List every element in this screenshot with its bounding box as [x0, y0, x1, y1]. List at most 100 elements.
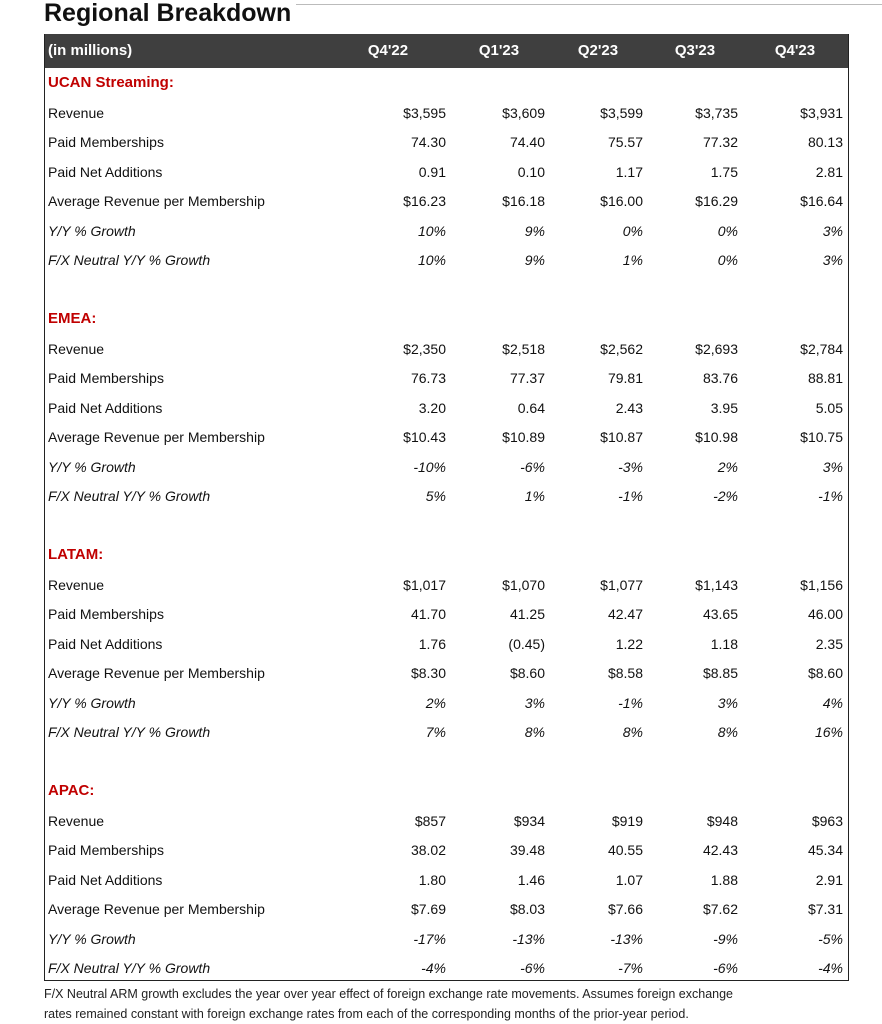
cell-value: -17%: [413, 930, 446, 947]
cell-value: 2%: [717, 458, 738, 475]
cell-value: $8.85: [702, 665, 738, 681]
cell-value: (0.45): [508, 635, 545, 652]
cell-value: 74.40: [509, 134, 545, 150]
header-label: (in millions): [48, 42, 133, 59]
cell-value: 2%: [425, 694, 446, 711]
cell-value: $2,350: [403, 340, 446, 357]
cell-value: $2,518: [502, 340, 545, 357]
column-header: Q2'23: [577, 42, 619, 59]
cell-value: $7.31: [807, 901, 843, 917]
cell-value: $16.64: [800, 193, 843, 209]
header-bar: [44, 34, 848, 68]
column-header: Q4'22: [367, 42, 409, 59]
cell-value: 1.76: [418, 635, 446, 652]
row-label: Revenue: [48, 104, 105, 121]
cell-value: -3%: [618, 458, 643, 475]
column-header: Q4'23: [774, 42, 816, 59]
cell-value: $919: [611, 812, 643, 829]
cell-value: $10.89: [502, 429, 545, 445]
cell-value: -6%: [713, 960, 738, 976]
cell-value: 16%: [814, 724, 843, 740]
cell-value: -6%: [520, 458, 545, 475]
row-label: Average Revenue per Membership: [48, 665, 265, 681]
row-label: Paid Net Additions: [48, 635, 163, 652]
cell-value: 1.18: [710, 635, 738, 652]
cell-value: 3.20: [418, 399, 446, 416]
cell-value: 3.95: [710, 399, 738, 416]
cell-value: 0.64: [517, 399, 545, 416]
cell-value: $2,784: [800, 340, 843, 357]
section-label: UCAN Streaming:: [48, 74, 174, 91]
row-label: F/X Neutral Y/Y % Growth: [48, 724, 211, 740]
cell-value: -2%: [713, 488, 738, 504]
cell-value: 3%: [822, 458, 843, 475]
cell-value: $8.60: [509, 665, 545, 681]
row-label: Paid Net Additions: [48, 163, 163, 180]
row-label: Paid Net Additions: [48, 399, 163, 416]
cell-value: 8%: [524, 724, 545, 740]
footnote: rates remained constant with foreign exc…: [44, 1007, 689, 1021]
cell-value: $1,156: [800, 576, 843, 593]
cell-value: -4%: [818, 960, 843, 976]
cell-value: $948: [706, 812, 738, 829]
row-label: Revenue: [48, 340, 105, 357]
section-label: EMEA:: [48, 310, 97, 327]
cell-value: 3%: [717, 694, 738, 711]
cell-value: 0.91: [418, 163, 446, 180]
row-label: Paid Memberships: [48, 134, 164, 150]
cell-value: 4%: [822, 694, 843, 711]
cell-value: 10%: [417, 252, 446, 268]
row-label: F/X Neutral Y/Y % Growth: [48, 960, 211, 976]
cell-value: $2,562: [600, 340, 643, 357]
cell-value: 76.73: [410, 370, 446, 386]
cell-value: $3,609: [502, 104, 545, 121]
cell-value: 46.00: [807, 606, 843, 622]
cell-value: $10.87: [600, 429, 643, 445]
cell-value: 77.37: [509, 370, 545, 386]
row-label: Y/Y % Growth: [48, 694, 136, 711]
cell-value: 5%: [425, 488, 446, 504]
cell-value: $3,931: [800, 104, 843, 121]
cell-value: 43.65: [702, 606, 738, 622]
cell-value: $934: [513, 812, 545, 829]
cell-value: $16.18: [502, 193, 545, 209]
cell-value: 0%: [622, 222, 643, 239]
cell-value: 0.10: [517, 163, 545, 180]
cell-value: 3%: [822, 222, 843, 239]
cell-value: -5%: [818, 930, 843, 947]
row-label: Paid Memberships: [48, 606, 164, 622]
cell-value: 9%: [524, 222, 545, 239]
cell-value: 41.70: [410, 606, 446, 622]
row-label: Y/Y % Growth: [48, 930, 136, 947]
row-label: Average Revenue per Membership: [48, 901, 265, 917]
cell-value: -13%: [512, 930, 545, 947]
cell-value: 9%: [524, 252, 545, 268]
cell-value: 0%: [717, 252, 738, 268]
row-label: Paid Memberships: [48, 370, 164, 386]
footnote: F/X Neutral ARM growth excludes the year…: [44, 987, 734, 1001]
cell-value: $10.98: [695, 429, 738, 445]
title: Regional Breakdown: [44, 0, 292, 27]
cell-value: 39.48: [509, 842, 545, 858]
cell-value: 1.75: [710, 163, 738, 180]
cell-value: -7%: [618, 960, 643, 976]
cell-value: 8%: [622, 724, 643, 740]
cell-value: 83.76: [702, 370, 738, 386]
top-rule: [296, 4, 882, 5]
cell-value: 38.02: [410, 842, 446, 858]
cell-value: 2.35: [815, 635, 843, 652]
cell-value: 0%: [717, 222, 738, 239]
cell-value: 80.13: [807, 134, 843, 150]
cell-value: $1,017: [403, 576, 446, 593]
cell-value: -4%: [421, 960, 446, 976]
cell-value: -6%: [520, 960, 545, 976]
cell-value: 8%: [717, 724, 738, 740]
cell-value: 42.43: [702, 842, 738, 858]
section-label: LATAM:: [48, 546, 104, 563]
cell-value: $7.62: [702, 901, 738, 917]
cell-value: 88.81: [807, 370, 843, 386]
cell-value: $10.75: [800, 429, 843, 445]
cell-value: 3%: [524, 694, 545, 711]
cell-value: 1.22: [615, 635, 643, 652]
row-label: F/X Neutral Y/Y % Growth: [48, 488, 211, 504]
